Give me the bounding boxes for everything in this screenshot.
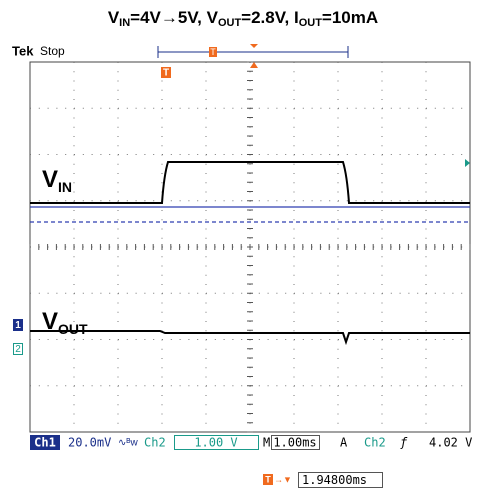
ch2-level-arrow xyxy=(465,159,470,167)
vin-trace xyxy=(30,161,470,204)
m-label: M xyxy=(263,436,270,450)
title-sub: OUT xyxy=(218,17,242,29)
trigger-arrow xyxy=(250,44,258,48)
record-bracket xyxy=(157,46,349,58)
label-main: V xyxy=(42,308,58,335)
timebase-box xyxy=(271,435,320,450)
label-main: V xyxy=(42,166,58,193)
title-sub: OUT xyxy=(299,17,323,29)
trig-slope: ƒ xyxy=(400,436,408,450)
trigger-marker xyxy=(161,67,171,78)
trig-source: Ch2 xyxy=(364,436,386,450)
ch2-marker xyxy=(13,343,23,355)
ch1-marker xyxy=(13,319,23,331)
readout-t: T xyxy=(265,474,271,484)
trig-level: 4.02 V xyxy=(429,436,472,450)
delay-box xyxy=(298,472,383,488)
ch2-marker-label: 2 xyxy=(15,344,21,355)
trigger-pos-label: T xyxy=(210,47,216,57)
title-part: =2.8V, I xyxy=(241,8,299,27)
timebase: 1.00ms xyxy=(273,436,316,450)
title-sub: IN xyxy=(119,17,130,29)
readout-t-box xyxy=(263,474,273,485)
vout-trace xyxy=(30,330,470,346)
label-sub: IN xyxy=(58,179,72,195)
trigger-point xyxy=(250,62,258,68)
ch1-tab xyxy=(30,435,60,450)
readout-arrow: →▼ xyxy=(274,474,292,484)
status: Stop xyxy=(40,44,65,58)
title-part: → xyxy=(161,8,178,27)
title: VIN=4V→5V, VOUT=2.8V, IOUT=10mA xyxy=(108,8,378,28)
trigger-marker-label: T xyxy=(163,68,169,79)
label-sub: OUT xyxy=(58,321,88,337)
ch1-bw: ∿ᴮw xyxy=(118,438,139,449)
title-part: =4V xyxy=(130,8,161,27)
vout-label: VOUT xyxy=(42,308,88,336)
ch2-scale-box xyxy=(174,435,259,450)
trigger-pos-box xyxy=(209,47,217,57)
ch1-scale: 20.0mV xyxy=(68,436,111,450)
title-part: 5V, V xyxy=(178,8,219,27)
delay: 1.94800ms xyxy=(302,473,367,487)
ch2-tab: Ch2 xyxy=(144,436,166,450)
a-label: A xyxy=(340,436,348,450)
vin-label: VIN xyxy=(42,166,72,194)
graticule xyxy=(29,61,471,433)
ch2-scale: 1.00 V xyxy=(194,436,237,450)
ch1-marker-label: 1 xyxy=(15,320,21,331)
brand: Tek xyxy=(12,43,34,58)
ch1-tab-label: Ch1 xyxy=(34,436,56,450)
title-part: V xyxy=(108,8,120,27)
title-part: =10mA xyxy=(322,8,378,27)
